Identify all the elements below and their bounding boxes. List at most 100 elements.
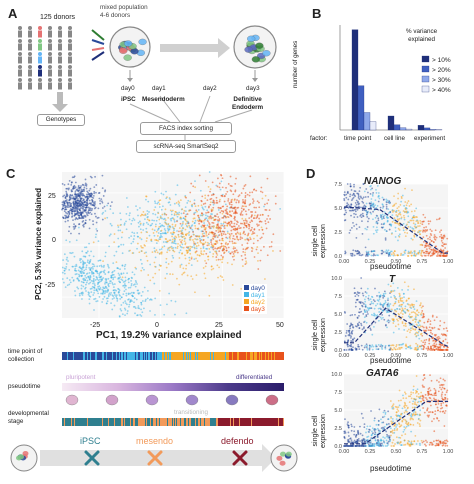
pca-point [114, 276, 116, 279]
d-point [395, 345, 397, 348]
tp-strip [244, 352, 245, 360]
pca-point [202, 203, 205, 205]
facs-box: FACS index sorting [140, 122, 232, 135]
pca-point [78, 189, 81, 192]
tp-strip [63, 352, 64, 360]
d-point [391, 214, 394, 217]
d-point [441, 406, 444, 409]
tp-strip [116, 352, 117, 360]
tp-strip [152, 352, 153, 360]
ds-strip [195, 418, 196, 426]
d-point [438, 337, 441, 340]
pca-point [66, 212, 69, 215]
pca-point [209, 190, 211, 193]
pca-point [250, 229, 253, 231]
tp-strip [104, 352, 105, 360]
d-point [413, 235, 416, 238]
d-point [346, 323, 349, 325]
pca-point [255, 248, 258, 251]
pca-point [83, 199, 85, 201]
bar-time-point-2 [363, 112, 371, 131]
pca-point [93, 287, 96, 290]
pca-point [226, 262, 229, 264]
pca-point [235, 223, 238, 226]
pca-point [132, 284, 135, 286]
pca-point [219, 258, 222, 261]
pca-point [82, 281, 85, 284]
pca-point [126, 310, 129, 312]
d-point [394, 315, 397, 318]
d-point [435, 348, 437, 351]
pca-point [168, 228, 171, 230]
d-point [375, 304, 377, 307]
pca-point [140, 231, 143, 234]
pca-point [167, 223, 170, 225]
d-point [396, 348, 399, 351]
pca-point [85, 202, 88, 204]
pca-point [94, 297, 97, 300]
d-point [434, 345, 437, 347]
d-point [373, 300, 376, 303]
pca-point [74, 208, 77, 211]
pca-point [171, 240, 174, 243]
pca-point [74, 225, 77, 228]
pca-point [217, 225, 220, 228]
pca-point [170, 299, 173, 302]
d-point [401, 316, 404, 318]
d-xtick: 0.50 [391, 353, 402, 359]
bar-experiment-0 [417, 125, 425, 131]
d-point [372, 210, 374, 213]
d-point [367, 443, 370, 446]
pca-point [102, 298, 104, 300]
pca-point [247, 232, 250, 235]
pca-point [123, 283, 126, 285]
ds-strip [150, 418, 151, 426]
pca-point [247, 223, 250, 226]
d-point [370, 198, 373, 200]
pca-point [88, 189, 91, 192]
pca-point [81, 194, 84, 197]
pca-point [204, 228, 207, 231]
pca-point [220, 222, 223, 225]
pca-point [252, 202, 254, 204]
pca-point [78, 232, 81, 235]
d-point [354, 305, 357, 308]
pca-point [231, 242, 234, 245]
d-point [387, 440, 390, 443]
pca-point [229, 175, 232, 178]
pca-point [218, 207, 221, 209]
d-point [412, 219, 415, 222]
ds-strip [130, 418, 131, 426]
pca-point [129, 212, 131, 214]
d-point [367, 297, 370, 300]
pca-point [167, 229, 170, 232]
d-point [432, 248, 435, 250]
d-point [395, 211, 398, 214]
pca-point [94, 175, 96, 178]
pca-point [75, 193, 77, 196]
pca-point [251, 191, 254, 194]
pca-point [81, 216, 83, 219]
pca-point [210, 209, 213, 212]
pca-point [106, 204, 109, 207]
pca-point [186, 202, 189, 204]
pca-point [258, 224, 260, 226]
pca-point [178, 283, 181, 286]
pca-point [237, 201, 240, 204]
d-point [441, 410, 444, 413]
mixed-label: mixed population 4-6 donors [100, 4, 148, 19]
tp-strip [114, 352, 115, 360]
d-point [365, 346, 368, 349]
d-point [357, 345, 360, 348]
d-point [374, 431, 377, 434]
pca-point [165, 266, 168, 269]
d-point [380, 346, 383, 349]
pca-point [120, 296, 123, 299]
ds-strip [118, 418, 119, 426]
pca-point [117, 229, 120, 232]
pca-point [87, 293, 90, 296]
pca-point [67, 260, 69, 262]
pca-point [230, 232, 233, 235]
ds-strip [250, 418, 251, 426]
pca-point [93, 289, 96, 292]
